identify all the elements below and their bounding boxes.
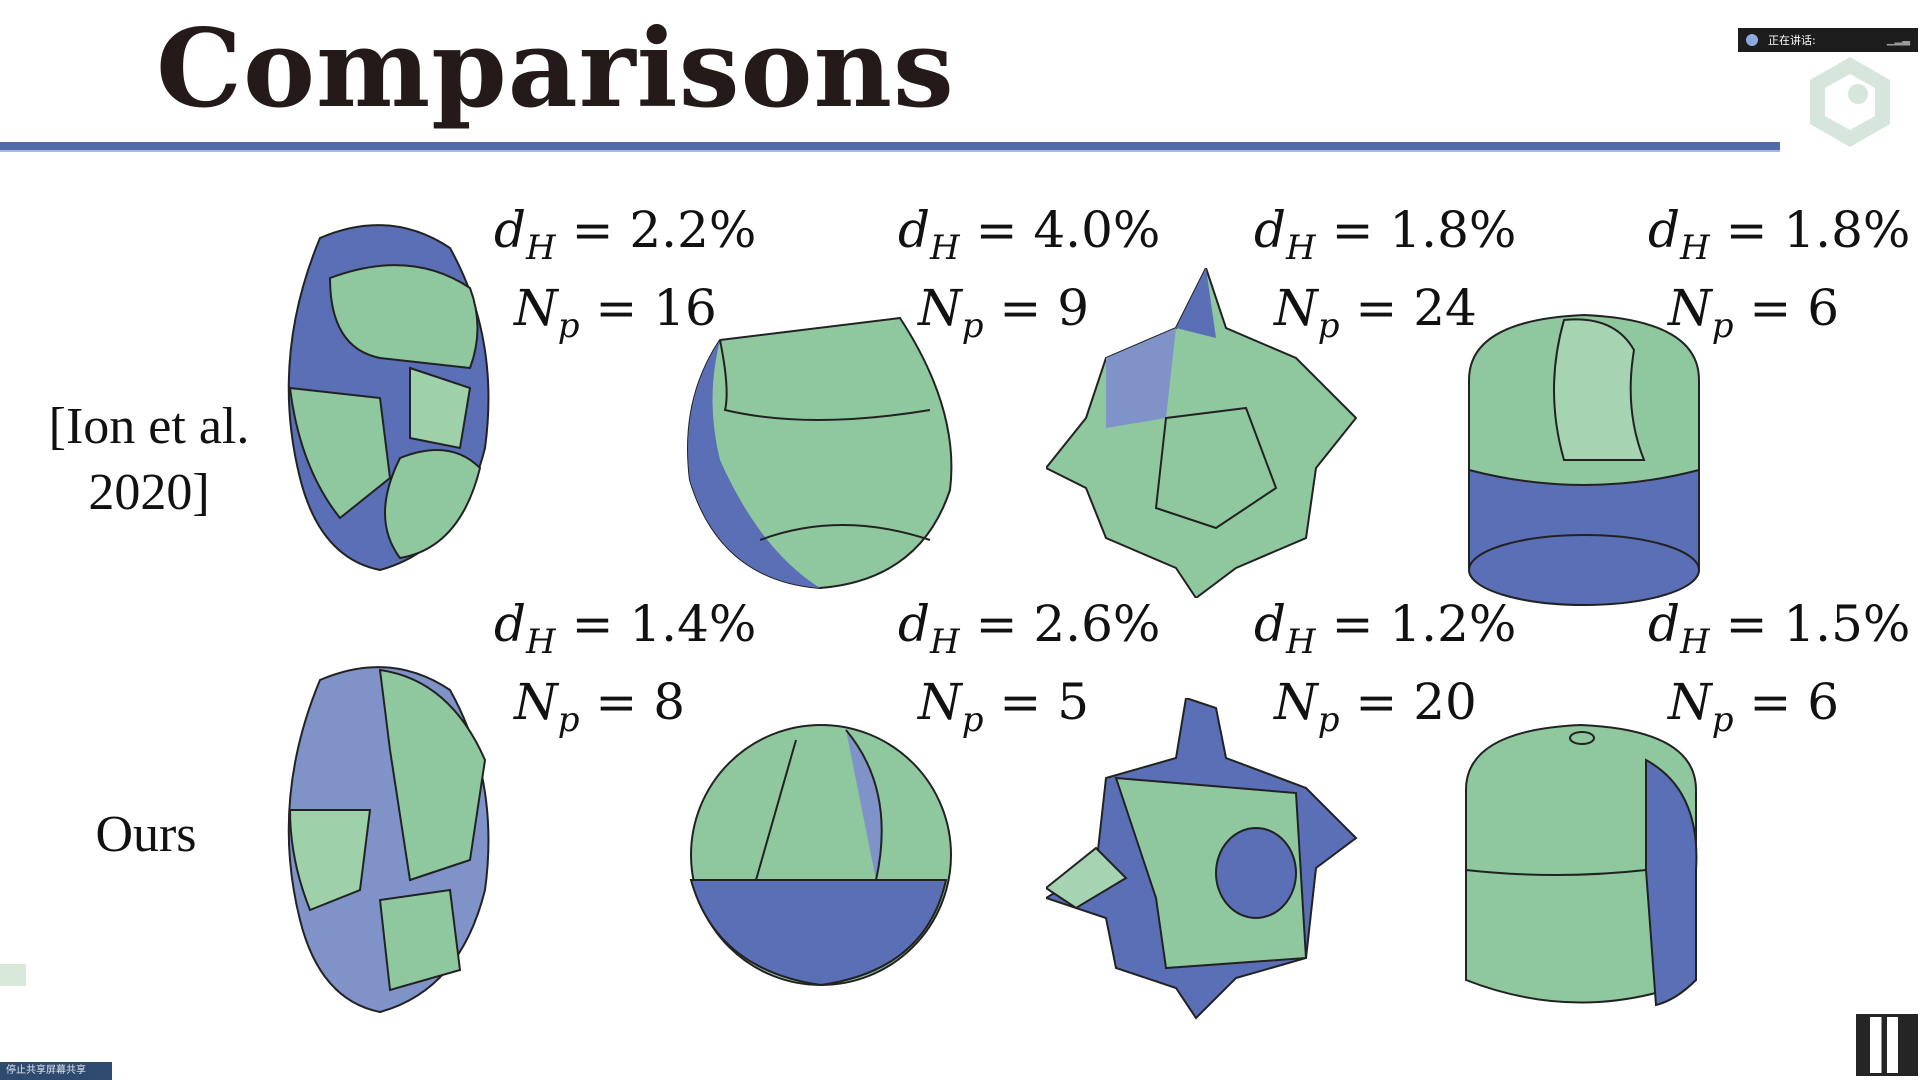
spiky-object-baseline (1046, 268, 1358, 598)
row-label-baseline-line2: 2020] (88, 464, 210, 521)
np-value: 5 (1057, 673, 1090, 731)
presenter-logo-icon (1810, 57, 1890, 147)
cylinder-object-baseline (1468, 313, 1700, 606)
dh-value: 4.0% (1033, 201, 1161, 259)
metric-r2-c4: dH = 1.5% Np = 6 (1648, 595, 1911, 740)
np-value: 16 (653, 279, 717, 337)
row-label-ours-line1: Ours (95, 806, 197, 863)
metric-r1-c3: dH = 1.8% Np = 24 (1254, 201, 1517, 346)
dh-value: 1.2% (1389, 595, 1517, 653)
np-value: 9 (1057, 279, 1090, 337)
row-label-baseline: [Ion et al. 2020] (36, 394, 262, 526)
np-value: 8 (653, 673, 686, 731)
dh-value: 1.5% (1783, 595, 1911, 653)
title-underline (0, 142, 1780, 150)
metric-r1-c4: dH = 1.8% Np = 6 (1648, 201, 1911, 346)
spiky-object-ours (1046, 698, 1358, 1020)
speaking-label: 正在讲话: (1768, 34, 1816, 47)
audio-level-icon: ▁▂▃ (1886, 34, 1910, 46)
side-panel-toggle[interactable] (0, 964, 26, 986)
metric-r2-c3: dH = 1.2% Np = 20 (1254, 595, 1517, 740)
blob-object-ours (689, 724, 952, 987)
metric-r2-c1: dH = 1.4% Np = 8 (494, 595, 757, 740)
np-value: 24 (1413, 279, 1477, 337)
np-value: 6 (1807, 673, 1840, 731)
face-object-ours (287, 666, 490, 1014)
title-underline-shadow (0, 150, 1780, 152)
np-value: 6 (1807, 279, 1840, 337)
dh-value: 1.8% (1389, 201, 1517, 259)
row-label-baseline-line1: [Ion et al. (48, 398, 250, 455)
blob-object-baseline (687, 316, 953, 590)
cylinder-object-ours (1465, 723, 1698, 1007)
qr-code-icon (1856, 1014, 1918, 1076)
row-label-ours: Ours (36, 802, 256, 868)
np-value: 20 (1413, 673, 1477, 731)
dh-value: 2.6% (1033, 595, 1161, 653)
metric-r1-c1: dH = 2.2% Np = 16 (494, 201, 757, 346)
dh-value: 2.2% (629, 201, 757, 259)
dh-value: 1.4% (629, 595, 757, 653)
page-title: Comparisons (156, 6, 955, 132)
metric-r1-c2: dH = 4.0% Np = 9 (898, 201, 1161, 346)
face-object-baseline (287, 224, 490, 572)
speaking-indicator: 正在讲话: ▁▂▃ (1738, 28, 1918, 52)
metric-r2-c2: dH = 2.6% Np = 5 (898, 595, 1161, 740)
stop-share-button[interactable]: 停止共享屏幕共享 (0, 1062, 112, 1080)
dh-value: 1.8% (1783, 201, 1911, 259)
mic-icon (1746, 34, 1758, 46)
